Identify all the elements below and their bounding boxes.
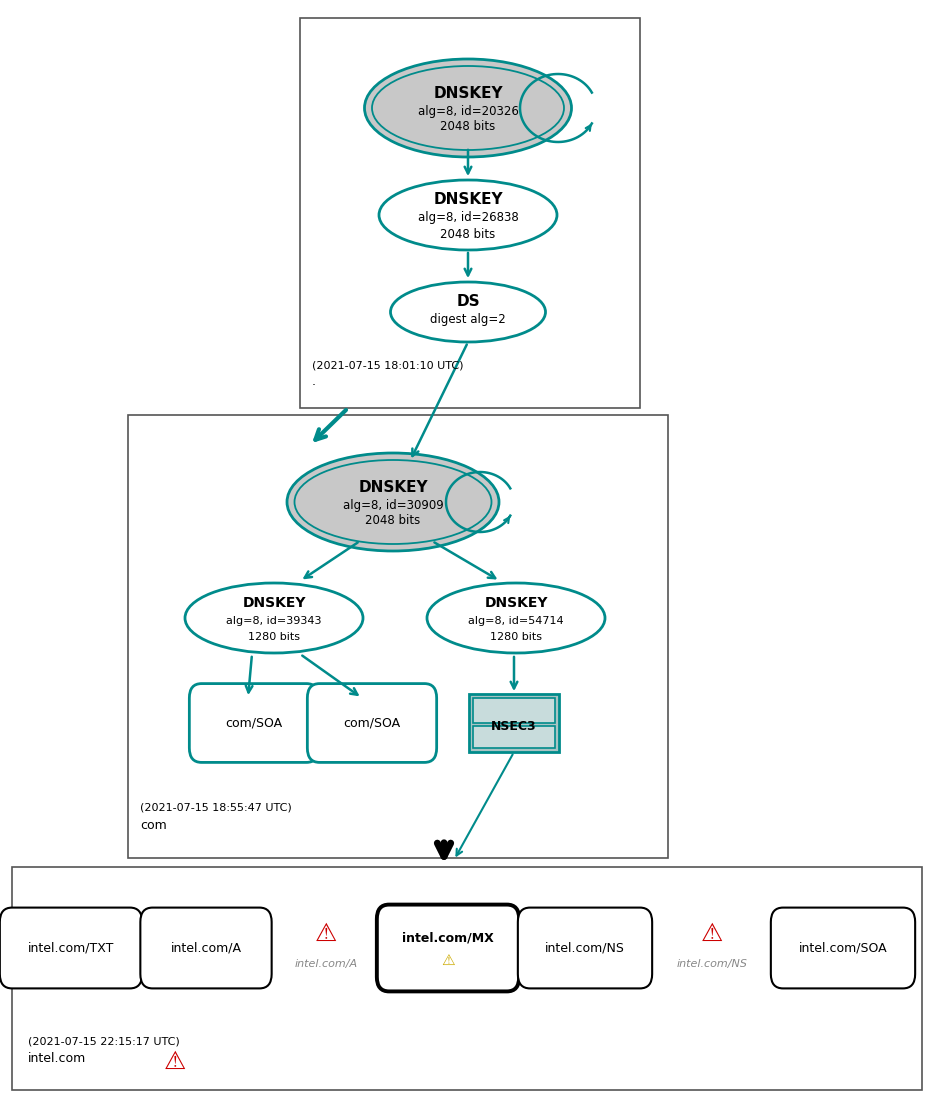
Ellipse shape [379,179,557,250]
Bar [469,694,559,752]
Text: DNSKEY: DNSKEY [242,596,306,611]
FancyBboxPatch shape [190,684,319,762]
Text: ⚠: ⚠ [701,922,723,946]
Ellipse shape [365,59,571,157]
Text: 1280 bits: 1280 bits [248,632,300,642]
Text: .: . [312,375,316,388]
Bar [128,416,668,858]
Text: ⚠: ⚠ [441,953,454,967]
Text: digest alg=2: digest alg=2 [430,314,506,327]
Bar [473,698,555,722]
Ellipse shape [287,453,499,551]
Ellipse shape [427,583,605,653]
Text: intel.com: intel.com [28,1051,86,1065]
Text: DS: DS [456,295,480,309]
Ellipse shape [185,583,363,653]
FancyBboxPatch shape [377,904,519,992]
Text: intel.com/A: intel.com/A [170,942,241,954]
Text: alg=8, id=20326: alg=8, id=20326 [418,104,518,117]
Text: (2021-07-15 18:01:10 UTC): (2021-07-15 18:01:10 UTC) [312,361,464,371]
Text: (2021-07-15 18:55:47 UTC): (2021-07-15 18:55:47 UTC) [140,802,292,812]
Text: com: com [140,819,166,832]
Text: ⚠: ⚠ [315,922,338,946]
Text: 2048 bits: 2048 bits [366,514,421,527]
Text: com/SOA: com/SOA [225,717,282,729]
FancyBboxPatch shape [770,907,915,988]
Text: alg=8, id=30909: alg=8, id=30909 [342,499,443,512]
FancyBboxPatch shape [0,907,142,988]
Text: intel.com/NS: intel.com/NS [677,960,747,970]
Text: intel.com/SOA: intel.com/SOA [798,942,887,954]
FancyBboxPatch shape [518,907,652,988]
Bar [473,726,555,748]
Text: NSEC3: NSEC3 [491,720,537,733]
Text: 2048 bits: 2048 bits [440,121,496,133]
Text: DNSKEY: DNSKEY [358,480,428,494]
Text: DNSKEY: DNSKEY [433,85,503,101]
FancyBboxPatch shape [308,684,437,762]
Text: 1280 bits: 1280 bits [490,632,542,642]
Text: com/SOA: com/SOA [343,717,400,729]
Text: alg=8, id=54714: alg=8, id=54714 [468,616,564,626]
Text: intel.com/A: intel.com/A [295,960,357,970]
Text: intel.com/MX: intel.com/MX [402,932,494,944]
Text: DNSKEY: DNSKEY [433,193,503,207]
FancyBboxPatch shape [140,907,272,988]
Text: alg=8, id=26838: alg=8, id=26838 [418,212,518,225]
Bar [12,866,922,1090]
Text: DNSKEY: DNSKEY [484,596,548,611]
Bar [300,18,640,408]
Text: 2048 bits: 2048 bits [440,227,496,240]
Text: alg=8, id=39343: alg=8, id=39343 [226,616,322,626]
Text: (2021-07-15 22:15:17 UTC): (2021-07-15 22:15:17 UTC) [28,1037,180,1047]
Ellipse shape [391,283,545,342]
Text: ⚠: ⚠ [164,1050,186,1074]
Text: intel.com/TXT: intel.com/TXT [28,942,114,954]
Text: intel.com/NS: intel.com/NS [545,942,625,954]
